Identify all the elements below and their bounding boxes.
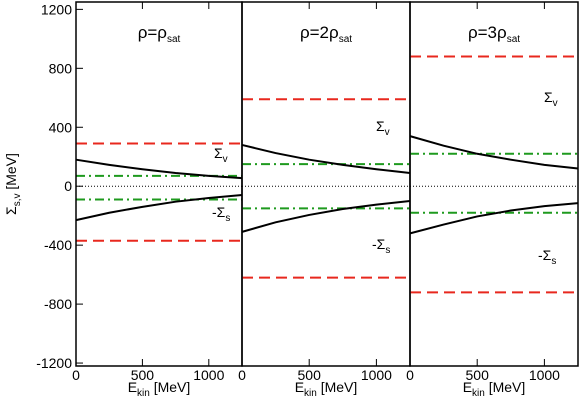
panel-title-part: ρ=ρ: [138, 23, 167, 42]
curve-label: Σv: [376, 118, 390, 138]
x-axis-label-part: [MeV]: [485, 379, 525, 395]
x-tick-label: 500: [466, 367, 490, 383]
curve-label-part: Σ: [214, 145, 223, 161]
series-line: [409, 135, 579, 170]
x-tick-label: 1000: [361, 367, 392, 383]
x-tick-label: 0: [406, 367, 414, 383]
panel-frame: [75, 1, 243, 367]
y-tick-label: 1200: [41, 1, 72, 17]
curve-label-part: -Σ: [538, 247, 552, 263]
y-tick-label: -1200: [36, 355, 72, 371]
curve-label: Σv: [214, 145, 228, 165]
curve-label-part: Σ: [544, 89, 553, 105]
curve-label: -Σs: [538, 247, 556, 267]
curve-label-part: v: [223, 154, 228, 165]
series-line: [75, 194, 243, 222]
x-axis-label-part: E: [463, 379, 472, 395]
y-axis-label-part: s,v: [12, 194, 23, 207]
y-tick-label: -400: [44, 237, 72, 253]
curve-label-part: s: [385, 245, 390, 256]
series-line: [409, 202, 579, 235]
panel-title: ρ=2ρsat: [300, 23, 352, 45]
curve-label-part: v: [553, 98, 558, 109]
x-axis-label-part: [MeV]: [317, 379, 357, 395]
curve-label-part: Σ: [376, 118, 385, 134]
panel-title-part: sat: [167, 34, 181, 45]
curve-label: -Σs: [372, 236, 390, 256]
curve-label-part: v: [385, 127, 390, 138]
y-axis-label-part: Σ: [3, 206, 19, 215]
curve-label-part: -Σ: [372, 236, 386, 252]
y-tick-label: 400: [49, 119, 73, 135]
panel-title-part: sat: [507, 34, 521, 45]
x-axis-label: Ekin [MeV]: [463, 379, 526, 399]
panel-title: ρ=3ρsat: [468, 23, 520, 45]
y-axis-label: Σs,v [MeV]: [3, 153, 23, 215]
y-axis-label-part: [MeV]: [3, 153, 19, 193]
series-line: [241, 143, 411, 174]
curve-label-part: s: [225, 213, 230, 224]
x-axis-label-part: [MeV]: [150, 379, 190, 395]
x-tick-label: 0: [72, 367, 80, 383]
x-axis-label-part: kin: [304, 388, 317, 399]
panel-title-part: ρ=3ρ: [468, 23, 507, 42]
x-axis-label-part: E: [128, 379, 137, 395]
series-line: [75, 158, 243, 180]
series-line: [241, 199, 411, 233]
x-tick-label: 1000: [529, 367, 560, 383]
panel-title-part: sat: [339, 34, 353, 45]
panel-frame: [241, 1, 411, 367]
x-tick-label: 0: [238, 367, 246, 383]
curve-label-part: -Σ: [212, 204, 226, 220]
x-axis-label-part: kin: [472, 388, 485, 399]
y-tick-label: -800: [44, 296, 72, 312]
x-axis-label-part: kin: [137, 388, 150, 399]
x-tick-label: 500: [131, 367, 155, 383]
x-axis-label: Ekin [MeV]: [128, 379, 191, 399]
panel-title-part: ρ=2ρ: [300, 23, 339, 42]
curve-label: Σv: [544, 89, 558, 109]
y-tick-label: 0: [64, 178, 72, 194]
panel-title: ρ=ρsat: [138, 23, 181, 45]
curve-label-part: s: [551, 256, 556, 267]
x-tick-label: 1000: [193, 367, 224, 383]
curve-label: -Σs: [212, 204, 230, 224]
x-axis-label: Ekin [MeV]: [295, 379, 358, 399]
panel-frame: [409, 1, 579, 367]
x-axis-label-part: E: [295, 379, 304, 395]
y-tick-label: 800: [49, 60, 73, 76]
x-tick-label: 500: [298, 367, 322, 383]
